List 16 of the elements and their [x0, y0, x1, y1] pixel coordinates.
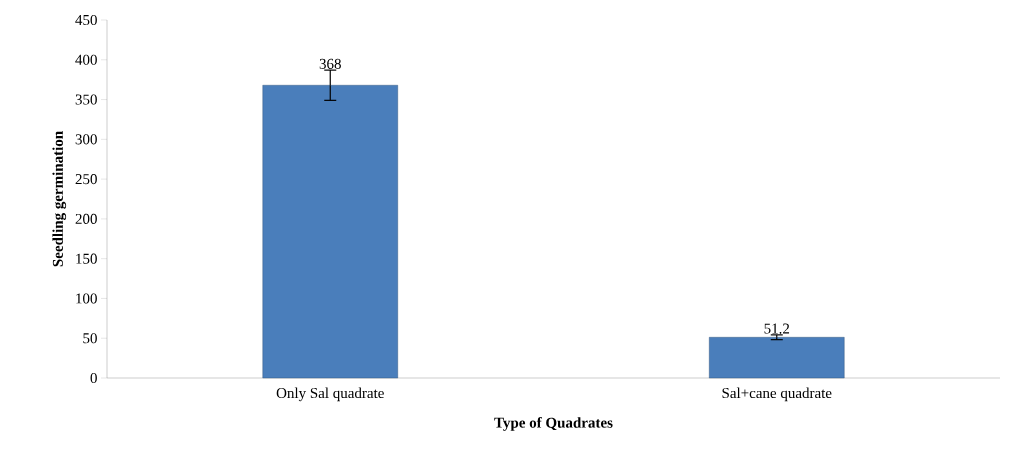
- data-label: 368: [319, 58, 341, 69]
- y-tick-label: 250: [75, 174, 97, 185]
- y-axis-title: Seedling germination: [52, 131, 67, 267]
- y-tick-label: 150: [76, 253, 97, 264]
- y-tick-label: 400: [75, 54, 97, 65]
- x-tick-label: Only Sal quadrate: [276, 387, 384, 402]
- y-tick-label: 50: [83, 333, 97, 344]
- y-tick-label: 100: [76, 293, 97, 304]
- y-tick-label: 200: [75, 213, 97, 224]
- y-tick-label: 450: [75, 14, 97, 26]
- data-label: 51.2: [764, 323, 790, 334]
- y-tick-label: 0: [90, 372, 97, 384]
- x-tick-label: Sal+cane quadrate: [722, 387, 832, 402]
- y-tick-label: 300: [75, 134, 97, 145]
- x-axis-title: Type of Quadrates: [494, 417, 613, 431]
- y-tick-label: 350: [75, 94, 97, 105]
